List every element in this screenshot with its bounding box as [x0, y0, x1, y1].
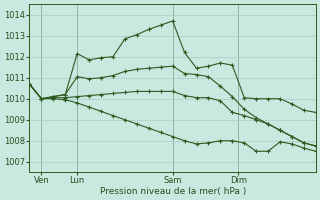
X-axis label: Pression niveau de la mer( hPa ): Pression niveau de la mer( hPa ) [100, 187, 246, 196]
